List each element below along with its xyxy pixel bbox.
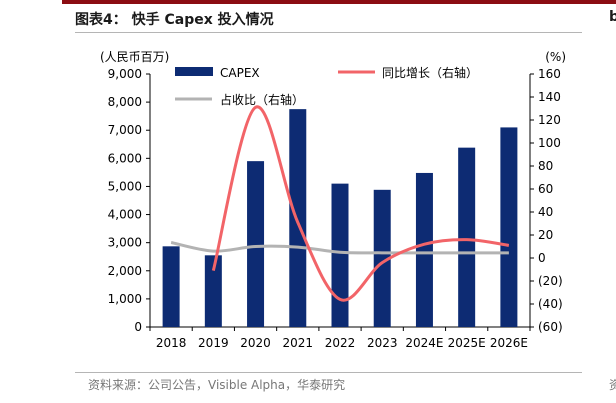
left-y-tick-label: 0	[134, 320, 142, 334]
x-tick-label: 2024E	[405, 336, 443, 350]
x-tick-label: 2020	[240, 336, 271, 350]
right-y-tick-label: 40	[538, 205, 553, 219]
x-tick-label: 2022	[325, 336, 356, 350]
capex-bar	[458, 147, 476, 327]
right-y-tick-label: 160	[538, 67, 561, 81]
legend-capex-swatch	[175, 67, 213, 76]
right-y-axis-ticks: (60) (40) (20) 0 20 40 60 80 100 120 140 160	[530, 67, 563, 334]
left-y-tick-label: 5,000	[108, 179, 142, 193]
left-y-tick-label: 3,000	[108, 236, 142, 250]
right-y-tick-label: (40)	[538, 297, 563, 311]
source-divider	[75, 372, 582, 373]
clipped-edge-title: b	[609, 9, 616, 25]
legend-ratio-label: 占收比（右轴）	[220, 92, 304, 107]
left-y-tick-label: 4,000	[108, 208, 142, 222]
capex-bar	[204, 255, 222, 327]
left-y-axis-ticks: 0 1,000 2,000 3,000 4,000 5,000 6,000 7,000 8,00…	[108, 67, 150, 334]
left-y-tick-label: 6,000	[108, 151, 142, 165]
right-axis-unit-label: (%)	[545, 50, 566, 64]
legend-capex-label: CAPEX	[220, 66, 260, 80]
source-note: 资料来源：公司公告，Visible Alpha，华泰研究	[88, 378, 346, 392]
right-y-tick-label: 120	[538, 113, 561, 127]
right-y-tick-label: 140	[538, 90, 561, 104]
ratio-lines	[170, 105, 510, 302]
capex-bar	[373, 189, 391, 327]
right-y-tick-label: 80	[538, 159, 553, 173]
right-y-tick-label: 100	[538, 136, 561, 150]
title-divider	[75, 32, 582, 33]
capex-bar	[162, 246, 180, 327]
left-axis-unit-label: (人民币百万)	[100, 50, 169, 64]
top-accent-bar	[62, 0, 616, 4]
left-y-tick-label: 9,000	[108, 67, 142, 81]
capex-bar	[500, 127, 518, 328]
x-axis-ticks: 2018 2019 2020 2021 2022 2023 2024E 2025E 2026E	[149, 327, 531, 350]
capex-bar	[331, 183, 349, 327]
left-y-tick-label: 1,000	[108, 292, 142, 306]
left-y-tick-label: 2,000	[108, 264, 142, 278]
revenue-ratio-line	[170, 241, 509, 255]
x-tick-label: 2019	[198, 336, 229, 350]
x-tick-label: 2026E	[490, 336, 528, 350]
legend-yoy-label: 同比增长（右轴）	[382, 65, 478, 80]
yoy-growth-line	[211, 105, 510, 302]
capex-bar	[415, 172, 433, 327]
right-y-tick-label: 0	[538, 251, 546, 265]
clipped-edge-source: 资	[609, 378, 616, 392]
legend: CAPEX 同比增长（右轴） 占收比（右轴）	[175, 65, 478, 107]
right-y-tick-label: 20	[538, 228, 553, 242]
x-tick-label: 2018	[156, 336, 187, 350]
capex-bars	[162, 109, 518, 328]
x-tick-label: 2025E	[448, 336, 486, 350]
right-y-tick-label: 60	[538, 182, 553, 196]
left-y-tick-label: 8,000	[108, 95, 142, 109]
right-y-tick-label: (60)	[538, 320, 563, 334]
x-tick-label: 2021	[283, 336, 314, 350]
left-y-tick-label: 7,000	[108, 123, 142, 137]
capex-bar	[289, 109, 307, 327]
x-tick-label: 2023	[367, 336, 398, 350]
capex-bar	[247, 161, 265, 327]
right-y-tick-label: (20)	[538, 274, 563, 288]
figure-title: 图表4： 快手 Capex 投入情况	[75, 12, 274, 28]
